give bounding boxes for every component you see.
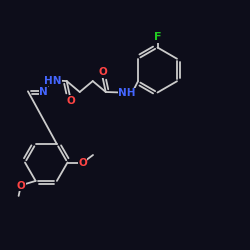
Text: F: F: [154, 32, 161, 42]
Text: N: N: [39, 87, 48, 97]
Text: O: O: [66, 96, 75, 106]
Text: NH: NH: [118, 88, 136, 98]
Text: O: O: [98, 67, 107, 77]
Text: HN: HN: [44, 76, 62, 86]
Text: O: O: [78, 158, 87, 168]
Text: O: O: [16, 181, 25, 191]
